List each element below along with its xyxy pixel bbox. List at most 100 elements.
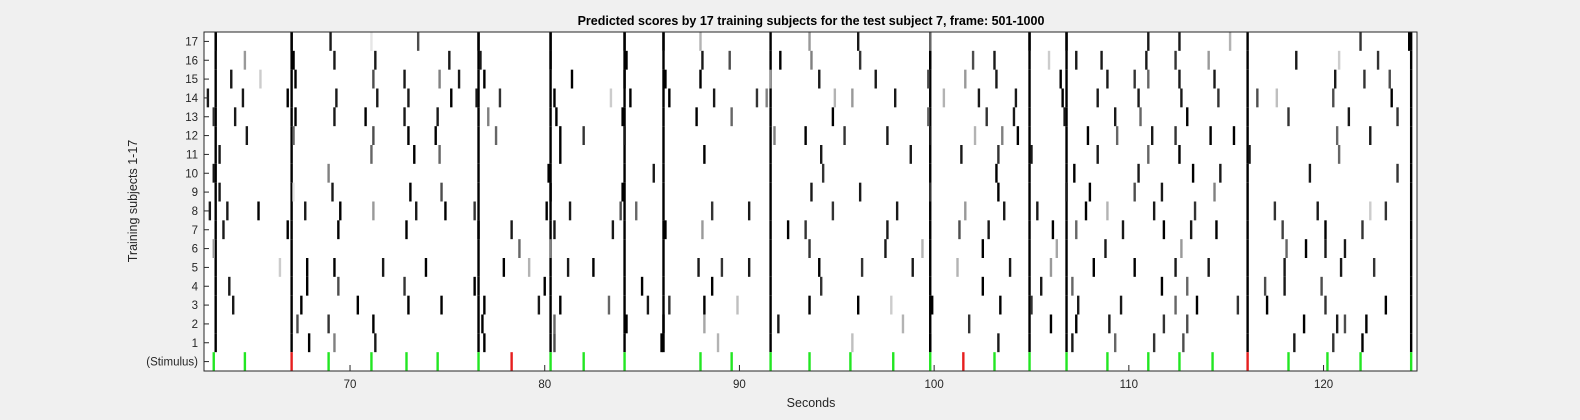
score-cell: [1409, 107, 1413, 127]
score-cell: [660, 333, 663, 353]
score-cell: [1096, 88, 1099, 108]
y-tick-label: 16: [185, 55, 198, 67]
score-cell: [257, 201, 260, 221]
score-cell: [477, 126, 480, 145]
score-cell: [1369, 201, 1372, 221]
score-cell: [1409, 88, 1413, 108]
stimulus-mark: [405, 352, 408, 371]
score-cell: [779, 50, 782, 70]
score-cell: [487, 107, 490, 127]
score-cell: [995, 69, 998, 89]
score-cell: [214, 276, 217, 296]
score-cell: [621, 182, 624, 202]
score-cell: [640, 276, 644, 296]
score-cell: [1100, 50, 1103, 70]
score-cell: [545, 201, 548, 221]
score-cell: [701, 50, 704, 70]
score-cell: [1361, 333, 1364, 353]
score-cell: [1028, 314, 1031, 334]
score-cell: [333, 258, 336, 277]
score-cell: [1186, 107, 1189, 127]
score-cell: [769, 333, 772, 353]
score-cell: [1133, 182, 1136, 202]
y-tick-label: 3: [192, 300, 198, 312]
score-cell: [1049, 258, 1053, 277]
score-cell: [662, 32, 665, 51]
chart-title: Predicted scores by 17 training subjects…: [578, 14, 1045, 28]
score-cell: [1065, 107, 1068, 127]
score-cell: [290, 276, 293, 296]
score-cell: [1065, 333, 1068, 353]
score-cell: [929, 182, 932, 202]
score-cell: [1308, 163, 1312, 183]
score-cell: [1246, 220, 1249, 240]
score-cell: [555, 107, 558, 127]
score-cell: [483, 69, 486, 89]
score-cell: [662, 163, 665, 183]
score-cell: [1236, 295, 1240, 315]
score-cell: [1273, 201, 1277, 221]
score-cell: [1207, 50, 1210, 70]
score-cell: [549, 107, 552, 127]
score-cell: [549, 145, 552, 164]
score-cell: [929, 69, 932, 89]
score-cell: [929, 239, 932, 258]
score-cell: [370, 145, 373, 164]
stimulus-mark: [849, 352, 852, 371]
score-cell: [995, 163, 998, 183]
score-cell: [1178, 145, 1181, 164]
score-cell: [243, 50, 247, 70]
score-cell: [857, 32, 860, 51]
score-cell: [436, 107, 439, 127]
score-cell: [232, 295, 235, 315]
score-cell: [728, 50, 731, 70]
stimulus-mark: [327, 352, 330, 371]
score-cell: [1409, 333, 1413, 353]
y-tick-label: 5: [192, 262, 198, 274]
score-cell: [1186, 314, 1189, 334]
score-cell: [1283, 258, 1286, 277]
score-cell: [214, 107, 217, 127]
score-cell: [1178, 32, 1181, 51]
score-cell: [549, 314, 552, 334]
score-cell: [697, 258, 700, 277]
stimulus-mark: [243, 352, 247, 371]
score-cell: [1285, 239, 1288, 258]
score-cell: [662, 182, 665, 202]
score-cell: [769, 258, 772, 277]
score-cell: [1293, 333, 1296, 353]
score-cell: [699, 32, 702, 51]
score-cell: [1209, 126, 1212, 145]
score-cell: [374, 50, 377, 70]
score-cell: [290, 220, 293, 240]
score-cell: [1246, 107, 1249, 127]
score-cell: [304, 201, 307, 221]
score-cell: [214, 258, 217, 277]
score-cell: [625, 314, 628, 334]
score-cell: [851, 88, 854, 108]
score-cell: [477, 220, 480, 240]
score-cell: [1217, 88, 1220, 108]
score-cell: [668, 88, 671, 108]
score-cell: [1160, 276, 1164, 296]
score-cell: [374, 333, 377, 353]
score-cell: [1365, 314, 1368, 334]
score-cell: [619, 201, 622, 221]
score-cell: [874, 69, 877, 89]
score-cell: [1139, 107, 1142, 127]
score-cell: [1028, 295, 1031, 315]
score-cell: [333, 50, 336, 70]
score-cell: [448, 50, 451, 70]
score-cell: [335, 88, 338, 108]
score-cell: [305, 258, 309, 277]
score-cell: [278, 258, 282, 277]
x-tick-label: 100: [925, 379, 944, 391]
stimulus-mark: [370, 352, 373, 371]
score-cell: [1121, 220, 1125, 240]
score-cell: [290, 126, 293, 145]
score-cell: [307, 333, 311, 353]
y-tick-label: 6: [192, 244, 198, 256]
score-cell: [1077, 295, 1080, 315]
score-cell: [214, 163, 217, 183]
score-cell: [214, 126, 217, 145]
